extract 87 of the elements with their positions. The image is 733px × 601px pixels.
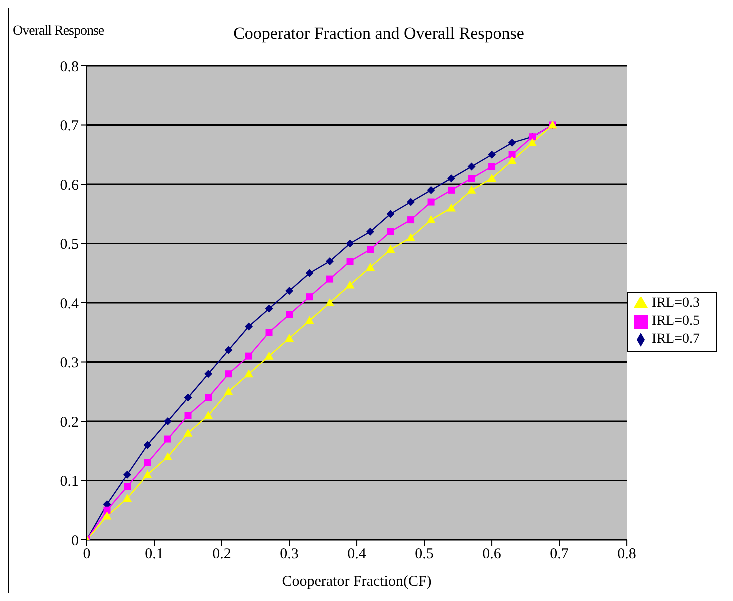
point [448,186,456,194]
point [408,216,415,224]
point [266,329,273,336]
point [488,174,497,182]
point [326,298,335,306]
point [204,411,214,420]
point [224,346,233,354]
point [447,204,456,212]
point [244,370,254,378]
y-tick-label: 0.3 [60,356,79,372]
point [305,316,314,324]
point [406,233,416,242]
y-tick-label: 0.5 [60,237,79,254]
point [326,276,334,283]
point [346,240,354,248]
point [387,228,394,236]
point [245,322,254,331]
y-axis-title: Overall Response [13,24,104,40]
x-tick-label: 0.8 [618,546,636,563]
point [246,352,253,360]
point [123,494,132,502]
point [508,139,516,148]
point [286,311,294,318]
x-tick-label: 0.2 [212,546,232,563]
point [366,228,375,236]
point [184,412,192,420]
x-tick-label: 0.1 [145,546,164,563]
point [326,258,334,266]
point [306,294,314,301]
point [164,418,172,426]
x-tick-label: 0.6 [482,546,502,563]
point [488,150,496,159]
x-tick-label: 0.5 [415,546,434,563]
point [427,186,436,194]
point [265,304,274,313]
point [264,352,274,360]
point [428,198,435,206]
point [448,174,456,183]
point [426,216,436,224]
y-tick-label: 0 [72,533,79,550]
legend-label: IRL=0.7 [652,332,700,347]
point [102,512,112,520]
x-axis-title: Cooperator Fraction(CF) [282,574,432,590]
y-tick-label: 0.6 [60,178,80,194]
point [386,245,396,254]
legend-label: IRL=0.3 [652,296,700,311]
point [367,246,374,254]
point [467,186,476,194]
point [366,262,376,271]
point [528,138,538,147]
point [205,394,212,402]
point [124,483,132,490]
point [124,470,132,479]
point [224,387,234,396]
point [164,452,173,461]
x-tick-label: 0 [83,546,91,563]
point [468,175,476,182]
y-tick-label: 0.8 [60,59,79,76]
x-tick-label: 0.7 [550,546,570,563]
y-tick-label: 0.1 [60,474,79,490]
point [184,394,192,402]
y-tick-label: 0.7 [60,118,80,135]
chart-title: Cooperator Fraction and Overall Response [234,24,524,43]
point [184,428,193,437]
point [346,258,354,266]
point [204,370,213,378]
point [468,162,476,171]
x-tick-label: 0.3 [280,546,299,563]
point [386,210,395,218]
point [104,506,111,514]
point [508,151,516,158]
point [143,470,152,478]
x-tick-label: 0.4 [348,546,367,563]
point [346,280,355,289]
point [144,441,152,450]
point [286,287,294,296]
point [285,334,294,342]
point [306,269,314,278]
point [508,156,517,164]
legend-label: IRL=0.5 [652,314,700,329]
point [488,163,496,170]
y-tick-label: 0.4 [60,296,80,312]
point [407,198,416,206]
point [144,459,152,466]
point [225,370,232,378]
y-tick-label: 0.2 [60,414,79,431]
point [164,436,172,443]
